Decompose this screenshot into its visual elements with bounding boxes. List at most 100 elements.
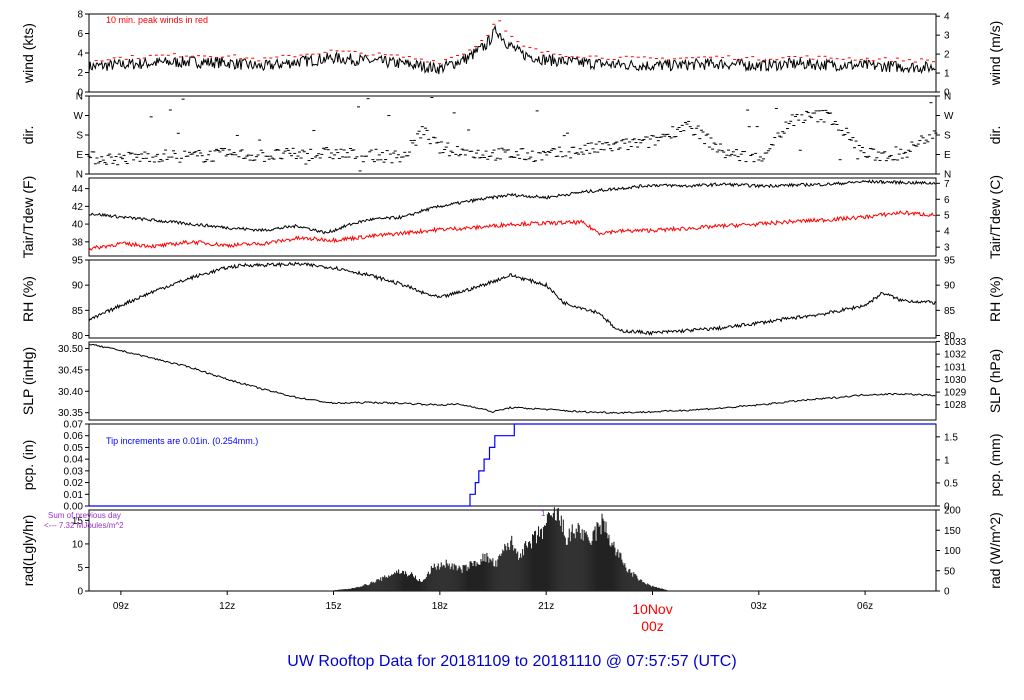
- ytick-label-right-2-4: 7: [944, 179, 950, 190]
- ytick-label-right-4-4: 1032: [944, 350, 967, 361]
- chart-title: UW Rooftop Data for 20181109 to 20181110…: [287, 653, 736, 670]
- ytick-label-left-5-4: 0.04: [64, 455, 84, 466]
- ytick-label-right-3-3: 95: [944, 256, 956, 267]
- ytick-label-right-4-0: 1028: [944, 400, 967, 411]
- wind-mean-line: [88, 24, 936, 75]
- ylabel-right-5: pcp. (mm): [987, 434, 1003, 497]
- ytick-label-right-4-1: 1029: [944, 388, 967, 399]
- ytick-label-right-5-3: 1.5: [944, 432, 958, 443]
- ytick-label-right-1-1: E: [944, 150, 951, 161]
- panel-frame-4: [88, 341, 937, 421]
- ytick-label-left-4-2: 30.45: [58, 365, 83, 376]
- panel-frame-0: [88, 13, 937, 93]
- ytick-label-right-1-4: N: [944, 92, 951, 103]
- ytick-label-left-5-3: 0.03: [64, 466, 84, 477]
- x-day-label: 10Nov: [632, 601, 672, 617]
- x-day-sublabel: 00z: [641, 618, 664, 634]
- ytick-label-right-6-4: 200: [944, 506, 961, 517]
- ytick-label-left-1-0: N: [76, 170, 83, 181]
- ytick-label-left-3-2: 90: [72, 281, 84, 292]
- ytick-label-left-0-4: 8: [77, 10, 83, 21]
- ylabel-right-1: dir.: [987, 126, 1003, 145]
- ytick-label-right-0-0: 0: [944, 88, 950, 99]
- tair-line: [88, 179, 936, 235]
- ytick-label-left-3-0: 80: [72, 331, 84, 342]
- xtick-label-4: 21z: [538, 601, 554, 612]
- ylabel-left-6: rad(Lgly/hr): [20, 515, 36, 587]
- ytick-label-left-2-0: 38: [72, 237, 84, 248]
- ytick-label-left-4-1: 30.40: [58, 387, 83, 398]
- rad-annotation-1: Sum of previous day: [48, 511, 121, 520]
- xtick-label-6: 03z: [751, 601, 767, 612]
- tdew-line: [88, 209, 936, 251]
- ylabel-right-4: SLP (hPa): [987, 349, 1003, 413]
- ytick-label-left-0-1: 2: [77, 68, 83, 79]
- ylabel-right-6: rad (W/m^2): [987, 512, 1003, 589]
- ytick-label-left-6-2: 10: [72, 539, 84, 550]
- panel-frame-3: [88, 259, 937, 339]
- ytick-label-right-4-3: 1031: [944, 362, 967, 373]
- ytick-label-right-0-2: 2: [944, 50, 950, 61]
- ytick-label-right-2-2: 5: [944, 211, 950, 222]
- ytick-label-right-5-1: 0.5: [944, 478, 958, 489]
- panel-frame-5: [88, 423, 937, 507]
- ylabel-left-3: RH (%): [20, 276, 36, 322]
- ylabel-right-0: wind (m/s): [987, 21, 1003, 87]
- ytick-label-right-0-3: 3: [944, 31, 950, 42]
- rh-line: [88, 261, 936, 336]
- ytick-label-right-2-3: 6: [944, 195, 950, 206]
- ytick-label-right-0-4: 4: [944, 12, 950, 23]
- ylabel-left-1: dir.: [20, 126, 36, 145]
- ytick-label-right-3-2: 90: [944, 281, 956, 292]
- xtick-label-1: 12z: [219, 601, 235, 612]
- wind-annotation: 10 min. peak winds in red: [106, 15, 208, 25]
- ytick-label-left-0-0: 0: [77, 88, 83, 99]
- xtick-label-3: 18z: [432, 601, 448, 612]
- ytick-label-right-5-2: 1: [944, 455, 950, 466]
- panel-frame-2: [88, 177, 937, 257]
- ytick-label-left-4-3: 30.50: [58, 344, 83, 355]
- xtick-label-0: 09z: [113, 601, 129, 612]
- ylabel-left-5: pcp. (in): [20, 440, 36, 491]
- ytick-label-left-5-0: 0.00: [64, 502, 84, 513]
- ytick-label-right-2-1: 4: [944, 227, 950, 238]
- ytick-label-right-1-2: S: [944, 131, 951, 142]
- ytick-label-left-5-2: 0.02: [64, 478, 84, 489]
- ytick-label-left-5-7: 0.07: [64, 420, 84, 431]
- ytick-label-left-6-1: 5: [77, 563, 83, 574]
- ytick-label-left-5-6: 0.06: [64, 431, 84, 442]
- ytick-label-left-1-4: N: [76, 92, 83, 103]
- ytick-label-left-1-2: S: [76, 131, 83, 142]
- panel-frame-1: [88, 95, 937, 175]
- ytick-label-left-1-1: E: [76, 150, 83, 161]
- pcp-annotation: Tip increments are 0.01in. (0.254mm.): [106, 436, 258, 446]
- ytick-label-right-6-3: 150: [944, 526, 961, 537]
- ytick-label-left-6-3: 15: [72, 516, 84, 527]
- ytick-label-right-6-2: 100: [944, 546, 961, 557]
- rad-annotation-2: <--- 7.32 MJoules/m^2: [44, 521, 124, 530]
- xtick-label-2: 15z: [325, 601, 341, 612]
- ytick-label-left-2-3: 44: [72, 184, 84, 195]
- ytick-label-right-1-0: N: [944, 170, 951, 181]
- ytick-label-left-4-0: 30.35: [58, 408, 83, 419]
- ytick-label-right-6-0: 0: [944, 587, 950, 598]
- ytick-label-right-4-2: 1030: [944, 375, 967, 386]
- ytick-label-left-2-2: 42: [72, 202, 84, 213]
- ytick-label-left-5-1: 0.01: [64, 490, 84, 501]
- ylabel-left-2: Tair/Tdew (F): [20, 176, 36, 258]
- pcp-line: [89, 423, 936, 507]
- ytick-label-left-5-5: 0.05: [64, 443, 84, 454]
- ytick-label-left-0-3: 6: [77, 29, 83, 40]
- ytick-label-right-6-1: 50: [944, 566, 956, 577]
- ytick-label-left-2-1: 40: [72, 220, 84, 231]
- ytick-label-left-3-3: 95: [72, 256, 84, 267]
- ylabel-right-2: Tair/Tdew (C): [987, 175, 1003, 259]
- ytick-label-right-4-5: 1033: [944, 337, 967, 348]
- xtick-label-7: 06z: [857, 601, 873, 612]
- ytick-label-left-1-3: W: [74, 111, 84, 122]
- ytick-label-right-1-3: W: [944, 111, 954, 122]
- ytick-label-right-3-0: 80: [944, 331, 956, 342]
- ytick-label-right-2-0: 3: [944, 243, 950, 254]
- ytick-label-left-0-2: 4: [77, 49, 83, 60]
